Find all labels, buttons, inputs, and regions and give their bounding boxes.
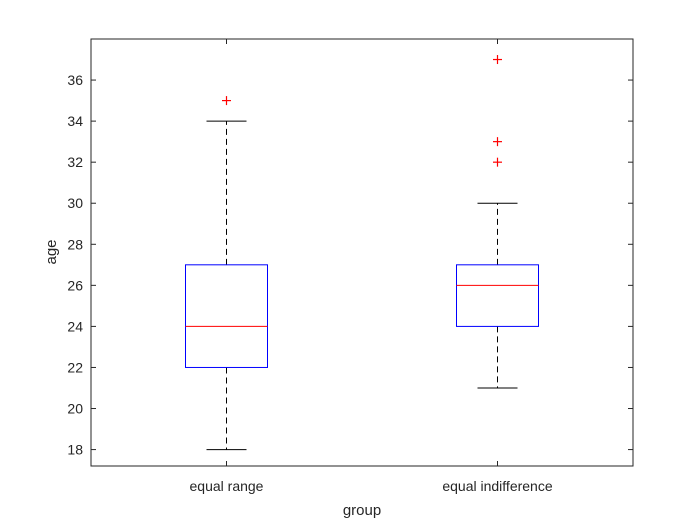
- outlier-marker: [493, 157, 502, 167]
- iqr-box: [185, 264, 268, 368]
- y-tick-label: 18: [67, 442, 83, 458]
- boxes-layer: [185, 55, 539, 451]
- x-axis: equal range equal indifference: [190, 39, 553, 494]
- y-tick-label: 28: [67, 236, 83, 252]
- y-tick-label: 26: [67, 277, 83, 293]
- y-tick-label: 20: [67, 401, 83, 417]
- iqr-box: [456, 264, 539, 327]
- y-tick-label: 32: [67, 154, 83, 170]
- plot-area: [90, 38, 634, 467]
- box-group: [456, 55, 539, 389]
- outlier-marker: [493, 137, 502, 147]
- y-tick-label: 34: [67, 113, 83, 129]
- y-axis-label: age: [43, 239, 60, 264]
- x-axis-label: group: [343, 502, 381, 519]
- y-tick-label: 36: [67, 72, 83, 88]
- x-tick-label: equal indifference: [442, 478, 552, 494]
- y-axis: 18 20 22 24 26 28 30 32 34 36: [67, 72, 633, 458]
- y-tick-label: 22: [67, 359, 83, 375]
- outlier-marker: [493, 55, 502, 65]
- outlier-marker: [222, 96, 231, 106]
- y-tick-label: 24: [67, 318, 83, 334]
- x-tick-label: equal range: [190, 478, 264, 494]
- y-tick-label: 30: [67, 195, 83, 211]
- box-group: [185, 96, 268, 451]
